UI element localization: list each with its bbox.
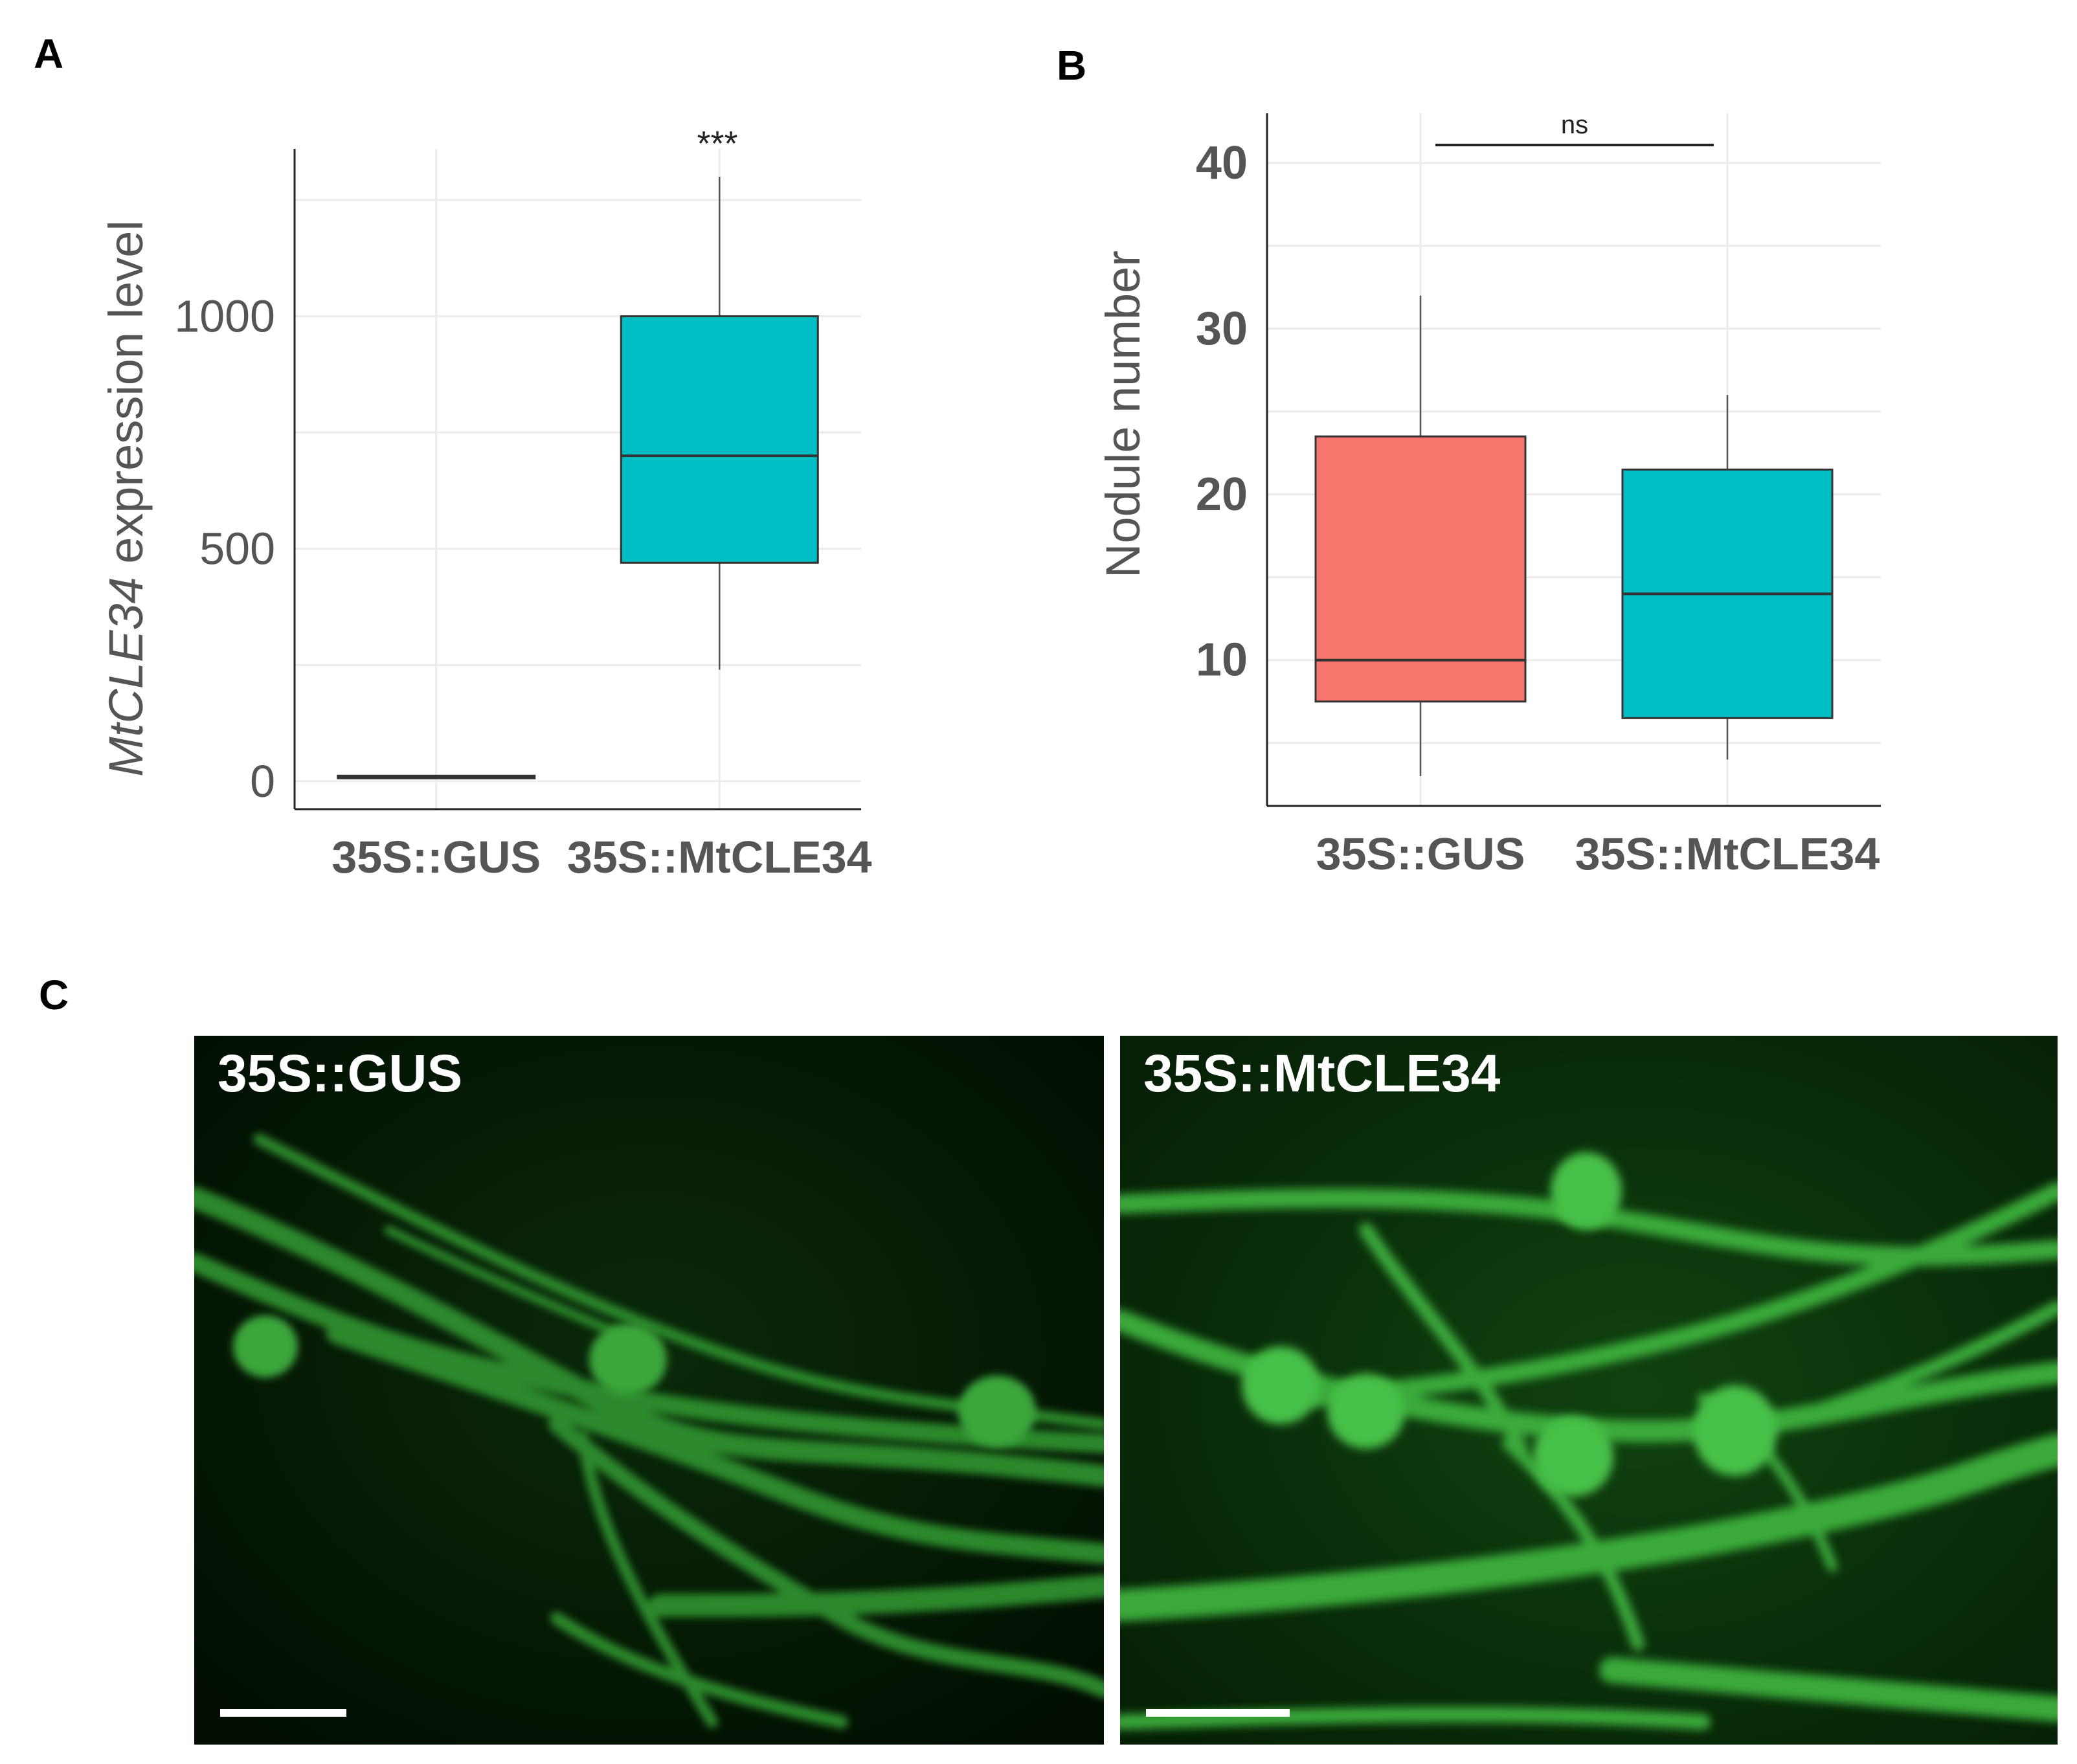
micrograph-label: 35S::GUS xyxy=(218,1044,463,1103)
panel-letter-c: C xyxy=(39,972,69,1018)
box-35sgus xyxy=(1314,435,1527,703)
micrograph-gus: 35S::GUS xyxy=(194,1036,1104,1745)
y-tick-label: 500 xyxy=(199,524,275,574)
root-image-mtcle34 xyxy=(1120,1036,2058,1745)
box-35smtcle34 xyxy=(620,315,819,564)
micrograph-label: 35S::MtCLE34 xyxy=(1143,1044,1501,1103)
y-tick-label: 1000 xyxy=(174,291,275,342)
y-axis-title: Nodule number xyxy=(1096,251,1150,578)
micrograph-mtcle34: 35S::MtCLE34 xyxy=(1120,1036,2058,1745)
y-axis-title: MtCLE34 expression level xyxy=(99,220,153,777)
y-tick-label: 10 xyxy=(1196,634,1248,686)
panel-letter-a: A xyxy=(34,30,64,77)
y-tick-label: 30 xyxy=(1196,303,1248,355)
scale-bar xyxy=(220,1709,346,1717)
y-tick-label: 20 xyxy=(1196,469,1248,520)
x-tick-label: 35S::GUS xyxy=(1316,829,1525,879)
x-tick-label: 35S::GUS xyxy=(331,832,541,882)
chart-a-expression: 0 500 1000 35S::GUS 35S::MtCLE34 *** MtCLE3… xyxy=(99,124,872,882)
y-tick-label: 0 xyxy=(250,756,275,807)
root-image-gus xyxy=(194,1036,1104,1745)
significance-label: ns xyxy=(1561,111,1588,139)
x-tick-label: 35S::MtCLE34 xyxy=(567,832,872,882)
significance-stars: *** xyxy=(697,124,737,163)
panel-letter-b: B xyxy=(1057,42,1087,89)
scale-bar xyxy=(1146,1709,1290,1717)
chart-b-nodules: 10 20 30 40 35S::GUS 35S::MtCLE34 ns Nodule … xyxy=(1096,111,1881,879)
x-tick-label: 35S::MtCLE34 xyxy=(1575,829,1880,879)
y-tick-label: 40 xyxy=(1196,137,1248,189)
